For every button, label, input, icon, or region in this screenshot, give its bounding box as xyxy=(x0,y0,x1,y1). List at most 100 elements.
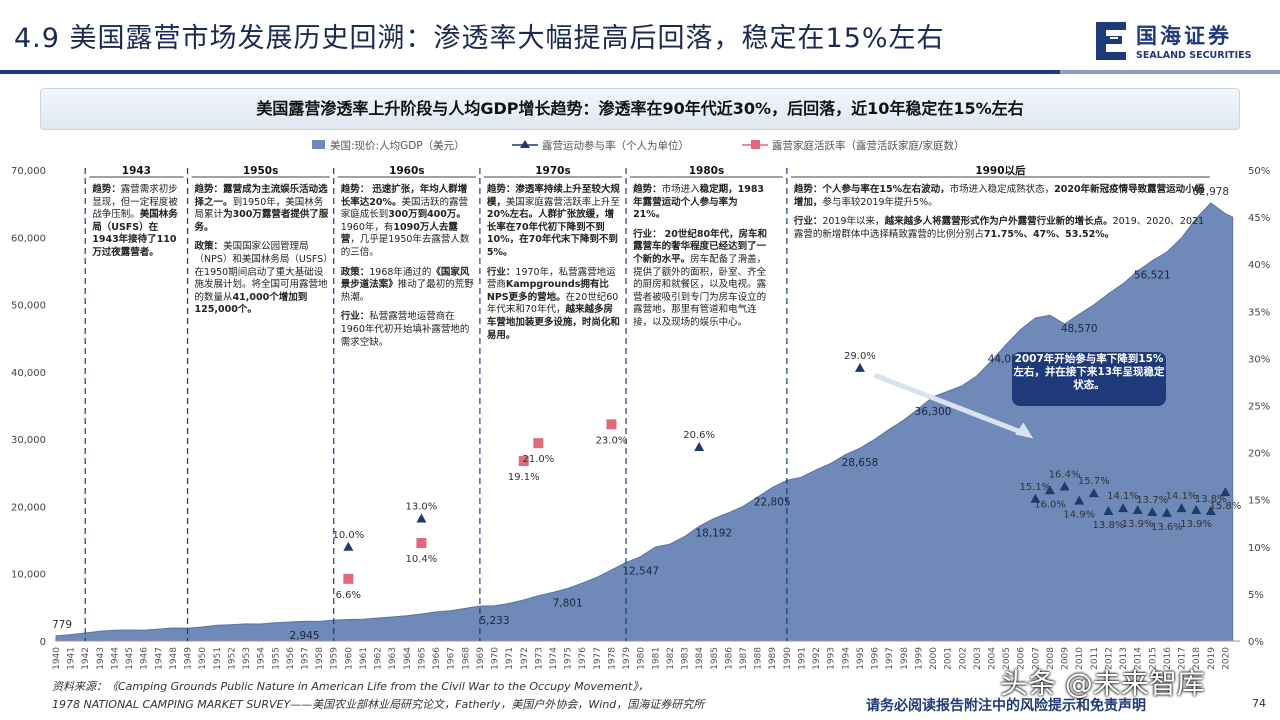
participation-marker xyxy=(1103,506,1114,516)
x-tick-label: 2001 xyxy=(944,647,954,670)
x-tick-label: 1969 xyxy=(476,647,486,670)
gdp-data-label: 22,805 xyxy=(754,497,791,509)
y-right-tick-label: 20% xyxy=(1248,449,1270,460)
participation-data-label: 15.1% xyxy=(1019,482,1051,493)
x-tick-label: 1941 xyxy=(67,647,77,670)
participation-marker xyxy=(1132,505,1143,515)
page-title: 4.9 美国露营市场发展历史回溯：渗透率大幅提高后回落，稳定在15%左右 xyxy=(14,23,945,54)
x-tick-label: 1975 xyxy=(564,647,574,670)
x-tick-label: 1968 xyxy=(461,647,471,670)
x-tick-label: 1949 xyxy=(184,647,194,670)
participation-marker xyxy=(1176,503,1187,513)
participation-data-label: 13.0% xyxy=(406,502,438,513)
participation-marker xyxy=(854,362,865,372)
y-left-tick-label: 60,000 xyxy=(11,233,46,244)
gdp-data-label: 48,570 xyxy=(1061,323,1098,335)
y-right-tick-label: 50% xyxy=(1248,166,1270,177)
x-tick-label: 1979 xyxy=(622,647,632,670)
household-marker xyxy=(343,573,354,584)
x-tick-label: 1999 xyxy=(914,647,924,670)
logo-name-cn: 国海证券 xyxy=(1136,24,1232,48)
participation-data-label: 13.8% xyxy=(1093,520,1125,531)
participation-marker xyxy=(1044,485,1055,495)
period-header-label: 1943 xyxy=(122,165,151,177)
x-tick-label: 1978 xyxy=(607,647,617,670)
chart-banner-title: 美国露营渗透率上升阶段与人均GDP增长趋势：渗透率在90年代近30%，后回落，近… xyxy=(40,88,1240,130)
x-tick-label: 1942 xyxy=(81,647,91,670)
y-left-tick-label: 70,000 xyxy=(11,166,46,177)
x-tick-label: 1962 xyxy=(374,647,384,670)
x-tick-label: 1971 xyxy=(505,647,515,670)
x-tick-label: 1959 xyxy=(330,647,340,670)
participation-marker xyxy=(694,441,705,451)
period-header-label: 1950s xyxy=(243,165,278,177)
x-tick-label: 1965 xyxy=(417,647,427,670)
legend-area-swatch xyxy=(312,140,325,149)
x-tick-label: 1996 xyxy=(871,647,881,670)
x-tick-label: 1985 xyxy=(710,647,720,670)
annotation-p1960s: 趋势： 迅速扩张，年均人群增长率达20%。美国活跃的露营家庭成长到300万到40… xyxy=(340,184,474,348)
x-tick-label: 1948 xyxy=(169,647,179,670)
participation-data-label: 14.9% xyxy=(1063,510,1095,521)
x-tick-label: 1954 xyxy=(257,647,267,670)
x-tick-label: 2012 xyxy=(1104,647,1114,670)
participation-data-label: 14.1% xyxy=(1166,491,1198,502)
x-tick-label: 1990 xyxy=(783,647,793,670)
legend-label: 美国:现价:人均GDP（美元） xyxy=(330,139,465,152)
x-tick-label: 2013 xyxy=(1119,647,1129,670)
participation-marker xyxy=(416,513,427,523)
y-right-tick-label: 5% xyxy=(1248,590,1264,601)
annotation-p1990: 趋势：个人参与率在15%左右波动，市场进入稳定成熟状态，2020年新冠疫情导致露… xyxy=(793,184,1205,240)
participation-marker xyxy=(1191,505,1202,515)
x-tick-label: 1982 xyxy=(666,647,676,670)
x-tick-label: 1947 xyxy=(154,647,164,670)
x-tick-label: 2020 xyxy=(1221,647,1231,670)
x-tick-label: 1957 xyxy=(300,647,310,670)
x-tick-label: 1952 xyxy=(227,647,237,670)
y-right-tick-label: 30% xyxy=(1248,354,1270,365)
household-data-label: 19.1% xyxy=(508,472,540,483)
participation-marker xyxy=(343,541,354,551)
x-tick-label: 1995 xyxy=(856,647,866,670)
x-tick-label: 1972 xyxy=(520,647,530,670)
x-tick-label: 2004 xyxy=(988,647,998,670)
x-tick-label: 2008 xyxy=(1046,647,1056,670)
participation-marker xyxy=(1059,481,1070,491)
period-header-label: 1960s xyxy=(389,165,424,177)
gdp-data-label: 62,978 xyxy=(1192,186,1229,198)
x-tick-label: 1966 xyxy=(432,647,442,670)
period-header-label: 1980s xyxy=(689,165,724,177)
annotation-p1950s: 趋势：露营成为主流娱乐活动选择之一。到1950年，美国林务局累计为300万露营者… xyxy=(194,184,329,316)
x-tick-label: 1988 xyxy=(754,647,764,670)
x-tick-label: 1973 xyxy=(534,647,544,670)
x-tick-label: 1951 xyxy=(213,647,223,670)
x-tick-label: 1960 xyxy=(344,647,354,670)
y-right-tick-label: 45% xyxy=(1248,213,1270,224)
x-tick-label: 1977 xyxy=(593,647,603,670)
x-tick-label: 2000 xyxy=(929,647,939,670)
source-note-line2: 1978 NATIONAL CAMPING MARKET SURVEY——美国农… xyxy=(52,698,705,711)
source-note-line1: 资料来源：《Camping Grounds Public Nature in A… xyxy=(52,680,649,693)
gdp-camping-chart: 0 10,000 20,000 30,000 40,000 50,000 60,000 70,… xyxy=(11,139,1270,670)
header-rule-accent xyxy=(1060,70,1280,74)
x-tick-label: 1946 xyxy=(140,647,150,670)
x-tick-label: 1943 xyxy=(96,647,106,670)
gdp-data-label: 36,300 xyxy=(915,406,952,418)
legend-label: 露营家庭活跃率（露营活跃家庭/家庭数） xyxy=(772,139,965,152)
x-tick-label: 2014 xyxy=(1134,647,1144,670)
x-tick-label: 2017 xyxy=(1178,647,1188,670)
x-tick-label: 2015 xyxy=(1148,647,1158,670)
x-tick-label: 1981 xyxy=(651,647,661,670)
gdp-area-series xyxy=(55,202,1234,642)
x-tick-label: 1997 xyxy=(885,647,895,670)
participation-data-label: 13.9% xyxy=(1122,519,1154,530)
x-tick-label: 1989 xyxy=(768,647,778,670)
participation-data-label: 13.8% xyxy=(1195,494,1227,505)
x-tick-label: 1945 xyxy=(125,647,135,670)
participation-marker xyxy=(1161,507,1172,517)
x-tick-label: 1998 xyxy=(900,647,910,670)
household-marker xyxy=(518,456,529,467)
household-data-label: 23.0% xyxy=(596,435,628,446)
x-tick-label: 1980 xyxy=(637,647,647,670)
participation-data-label: 20.6% xyxy=(683,430,715,441)
